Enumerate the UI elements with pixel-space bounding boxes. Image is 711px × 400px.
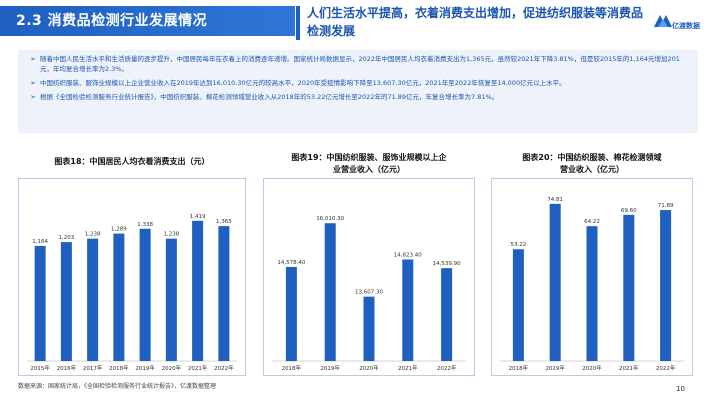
bar-value-label: 14,539.90 bbox=[433, 261, 461, 267]
chart-bar bbox=[113, 233, 125, 361]
chart-20-plot: 53.22 2018年 74.81 2019年 64.22 2020年 69.60 2021年… bbox=[500, 197, 684, 372]
chart-18-title: 图表18：中国居民人均衣着消费支出（元） bbox=[54, 157, 210, 166]
chart-bar bbox=[60, 242, 72, 361]
bar-value-label: 71.89 bbox=[658, 203, 674, 209]
bar-value-label: 16,010.30 bbox=[316, 216, 344, 222]
chart-20-title: 图表20：中国纺织服装、棉花检测领域 营业收入（亿元） bbox=[491, 152, 693, 176]
category-tick-label: 2018年 bbox=[509, 364, 529, 372]
headline: 人们生活水平提高，衣着消费支出增加，促进纺织服装等消费品 检测发展 bbox=[307, 4, 647, 40]
chart-20-frame: 53.22 2018年 74.81 2019年 64.22 2020年 69.60 2021年… bbox=[491, 178, 693, 376]
bullet-text: 随着中国人民生活水平和生活质量的逐步提升，中国居民每年在衣着上的消费逐年递增。国… bbox=[40, 55, 680, 73]
data-source-note: 数据来源：国家统计局，《全国检验检测服务行业统计报告》，亿渡数据整理 bbox=[18, 383, 217, 390]
bar-value-label: 13,607.30 bbox=[355, 290, 383, 296]
chart-20-title-line-2: 营业收入（亿元） bbox=[560, 165, 624, 174]
chart-18-plot: 1,164 2015年 1,203 2016年 1,238 2017年 1,289 2018年… bbox=[27, 214, 237, 372]
bullet-item: ➢ 随着中国人民生活水平和生活质量的逐步提升，中国居民每年在衣着上的消费逐年递增… bbox=[30, 54, 688, 74]
category-tick-label: 2020年 bbox=[359, 364, 379, 372]
bar-value-label: 74.81 bbox=[547, 197, 563, 203]
bar-value-label: 64.22 bbox=[584, 219, 600, 225]
arrow-bullet-icon: ➢ bbox=[30, 93, 36, 101]
chart-19-frame: 14,578.40 2018年 16,010.30 2019年 13,607.30 202… bbox=[263, 178, 475, 376]
bar-value-label: 1,419 bbox=[190, 214, 206, 220]
chart-bar bbox=[218, 226, 230, 361]
category-tick-label: 2021年 bbox=[188, 364, 208, 372]
headline-line-2: 检测发展 bbox=[307, 24, 356, 38]
bar-value-label: 1,338 bbox=[137, 222, 153, 228]
category-tick-label: 2019年 bbox=[135, 364, 155, 372]
chart-19-plot: 14,578.40 2018年 16,010.30 2019年 13,607.30 202… bbox=[272, 216, 466, 372]
chart-bar bbox=[363, 296, 375, 361]
bar-value-label: 14,823.40 bbox=[394, 252, 422, 258]
category-tick-label: 2016年 bbox=[57, 364, 77, 372]
headline-line-1: 人们生活水平提高，衣着消费支出增加，促进纺织服装等消费品 bbox=[307, 6, 644, 20]
arrow-bullet-icon: ➢ bbox=[30, 55, 36, 63]
chart-bar bbox=[402, 259, 414, 361]
bullet-text: 根据《全国检验检测服务行业统计报告》，中国纺织服装、棉花检测领域营业收入从201… bbox=[40, 93, 499, 101]
bar-value-label: 1,238 bbox=[85, 232, 101, 238]
bar-value-label: 53.22 bbox=[511, 242, 527, 248]
chart-bar bbox=[660, 210, 672, 361]
chart-19: 图表19：中国纺织服装、服饰业规模以上企 业营业收入（亿元） 14,578.40… bbox=[263, 152, 475, 377]
chart-bar bbox=[34, 245, 46, 361]
bar-value-label: 1,203 bbox=[59, 235, 75, 241]
bar-value-label: 1,238 bbox=[164, 232, 180, 238]
category-tick-label: 2017年 bbox=[83, 364, 103, 372]
category-tick-label: 2020年 bbox=[162, 364, 182, 372]
chart-18-frame: 1,164 2015年 1,203 2016年 1,238 2017年 1,289 2018年… bbox=[18, 178, 246, 376]
chart-19-title: 图表19：中国纺织服装、服饰业规模以上企 业营业收入（亿元） bbox=[263, 152, 475, 176]
bullet-item: ➢ 中国纺织服装、服饰业规模以上企业营业收入在2019年达到16,010.30亿… bbox=[30, 78, 688, 88]
chart-bar bbox=[441, 268, 453, 361]
logo-mark-icon bbox=[654, 15, 672, 27]
chart-19-title-line-1: 图表19：中国纺织服装、服饰业规模以上企 bbox=[291, 153, 447, 162]
chart-bar bbox=[87, 238, 99, 361]
chart-20: 图表20：中国纺织服装、棉花检测领域 营业收入（亿元） 53.22 2018年 74… bbox=[491, 152, 693, 377]
category-tick-label: 2019年 bbox=[545, 364, 565, 372]
category-tick-label: 2018年 bbox=[282, 364, 302, 372]
category-tick-label: 2018年 bbox=[109, 364, 129, 372]
page-header: 2.3 消费品检测行业发展情况 人们生活水平提高，衣着消费支出增加，促进纺织服装… bbox=[0, 0, 711, 48]
chart-bar bbox=[623, 214, 635, 361]
category-tick-label: 2022年 bbox=[656, 364, 676, 372]
chart-bar bbox=[285, 266, 297, 361]
section-title: 2.3 消费品检测行业发展情况 bbox=[0, 6, 295, 36]
headline-accent-bar bbox=[296, 6, 300, 40]
category-tick-label: 2021年 bbox=[619, 364, 639, 372]
category-tick-label: 2015年 bbox=[30, 364, 50, 372]
bar-value-label: 1,365 bbox=[216, 219, 232, 225]
bar-value-label: 1,164 bbox=[32, 239, 48, 245]
chart-bar bbox=[139, 228, 151, 361]
chart-bar bbox=[165, 238, 177, 361]
bar-value-label: 14,578.40 bbox=[277, 260, 305, 266]
chart-bar bbox=[192, 220, 204, 361]
category-tick-label: 2022年 bbox=[437, 364, 457, 372]
company-logo: 亿渡数据 bbox=[652, 10, 706, 34]
category-tick-label: 2020年 bbox=[582, 364, 602, 372]
chart-20-title-line-1: 图表20：中国纺织服装、棉花检测领域 bbox=[522, 153, 662, 162]
category-tick-label: 2019年 bbox=[320, 364, 340, 372]
chart-bar bbox=[512, 249, 524, 361]
bar-value-label: 69.60 bbox=[621, 208, 637, 214]
logo-text: 亿渡数据 bbox=[672, 22, 700, 30]
chart-19-title-line-2: 业营业收入（亿元） bbox=[333, 165, 405, 174]
category-tick-label: 2021年 bbox=[398, 364, 418, 372]
chart-bar bbox=[549, 203, 561, 361]
bullet-text: 中国纺织服装、服饰业规模以上企业营业收入在2019年达到16,010.30亿元的… bbox=[40, 79, 566, 87]
category-tick-label: 2022年 bbox=[214, 364, 234, 372]
summary-bullets: ➢ 随着中国人民生活水平和生活质量的逐步提升，中国居民每年在衣着上的消费逐年递增… bbox=[18, 50, 698, 133]
bullet-item: ➢ 根据《全国检验检测服务行业统计报告》，中国纺织服装、棉花检测领域营业收入从2… bbox=[30, 92, 688, 102]
page-number: 10 bbox=[676, 385, 685, 393]
bar-value-label: 1,289 bbox=[111, 227, 127, 233]
arrow-bullet-icon: ➢ bbox=[30, 79, 36, 87]
chart-bar bbox=[586, 226, 598, 361]
chart-18: 图表18：中国居民人均衣着消费支出（元） 1,164 2015年 1,203 2016… bbox=[18, 152, 246, 377]
chart-bar bbox=[324, 223, 336, 361]
